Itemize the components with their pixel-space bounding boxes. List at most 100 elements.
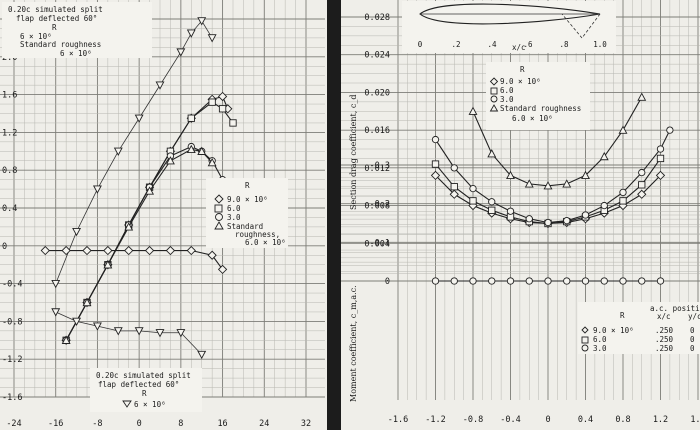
left-data-point bbox=[176, 329, 186, 338]
drag-y-tick-label: 0.028 bbox=[364, 13, 390, 23]
left-series-line bbox=[55, 311, 203, 355]
left-data-point bbox=[134, 114, 144, 123]
moment-data-point bbox=[619, 277, 627, 285]
left-top-note-line-6: 6 × 10⁶ bbox=[60, 49, 92, 58]
drag-data-point bbox=[469, 184, 477, 193]
drag-y-tick-label: 0.016 bbox=[364, 126, 390, 136]
left-legend-item-4: Standard bbox=[227, 222, 263, 231]
left-series-line bbox=[55, 20, 213, 284]
drag-legend-triangle-marker bbox=[489, 104, 499, 112]
left-data-point bbox=[61, 245, 71, 256]
left-data-point bbox=[207, 157, 217, 167]
left-data-point bbox=[51, 308, 61, 317]
drag-data-point bbox=[506, 207, 515, 215]
left-y-tick-label: 0.4 bbox=[2, 204, 17, 214]
legend-square-marker bbox=[214, 204, 223, 213]
drag-data-point bbox=[638, 168, 646, 177]
left-data-point bbox=[92, 322, 102, 331]
drag-data-point bbox=[506, 170, 515, 180]
legend-circle-marker bbox=[215, 213, 223, 221]
drag-data-point bbox=[581, 170, 590, 180]
left-data-point bbox=[217, 91, 228, 102]
right-axis-ticks: -1.6-1.2-0.8-0.400.40.81.21.60.0280.0240… bbox=[364, 13, 700, 425]
left-data-point bbox=[103, 245, 113, 256]
moment-legend-diamond-marker bbox=[581, 326, 589, 334]
airfoil-axis-label: x/c bbox=[512, 43, 526, 52]
legend-triangle-marker bbox=[214, 221, 224, 230]
drag-y-tick-label: 0.024 bbox=[364, 51, 390, 61]
left-legend-item-6: 6.0 × 10⁶ bbox=[245, 238, 286, 247]
left-bottom-note-line-3: R bbox=[142, 389, 147, 398]
airfoil-tick-label: .4 bbox=[487, 40, 497, 49]
left-y-tick-label: -0.4 bbox=[2, 280, 22, 290]
left-data-point bbox=[134, 327, 144, 336]
left-legend-item-5: roughness, bbox=[235, 230, 280, 239]
drag-data-point bbox=[468, 106, 478, 115]
drag-data-point bbox=[656, 145, 665, 153]
moment-legend-row-3-r: 3.0 bbox=[593, 344, 607, 353]
left-bottom-note-line-2: flap deflected 60° bbox=[98, 380, 179, 389]
drag-legend-item-5: 6.0 × 10⁶ bbox=[512, 114, 553, 123]
left-data-point bbox=[144, 245, 155, 256]
left-data-point bbox=[165, 156, 175, 165]
drag-data-point bbox=[618, 125, 628, 134]
moment-y-tick-label: -0.2 bbox=[370, 200, 390, 210]
left-top-note: 0.20c simulated split flap deflected 60°… bbox=[2, 2, 152, 58]
left-legend: R 9.0 × 10⁶ 6.0 3.0 Standard roughness, … bbox=[206, 178, 288, 248]
drag-data-point bbox=[637, 189, 647, 199]
left-data-point bbox=[186, 245, 196, 256]
left-x-tick-label: -16 bbox=[48, 419, 63, 429]
left-data-point bbox=[176, 48, 186, 57]
drag-data-point bbox=[562, 179, 572, 188]
right-x-tick-label: 0.4 bbox=[578, 415, 593, 425]
drag-y-tick-label: 0.008 bbox=[364, 202, 390, 212]
left-y-tick-label: -0.8 bbox=[2, 317, 22, 327]
left-data-point bbox=[207, 34, 217, 43]
drag-legend-item-4: Standard roughness bbox=[500, 104, 581, 113]
drag-data-point bbox=[450, 183, 458, 191]
note-triangle-down-marker bbox=[122, 400, 132, 408]
drag-data-point bbox=[666, 126, 674, 134]
left-data-point bbox=[103, 260, 113, 269]
left-data-point bbox=[61, 335, 71, 344]
left-data-point bbox=[113, 327, 123, 336]
drag-y-tick-label: 0.004 bbox=[364, 239, 390, 249]
drag-data-point bbox=[525, 215, 533, 223]
moment-legend-row-2-r: 6.0 bbox=[593, 335, 607, 344]
left-data-point bbox=[186, 144, 196, 154]
right-x-tick-label: -1.2 bbox=[425, 415, 445, 425]
left-data-point bbox=[72, 317, 82, 327]
airfoil-tick-label: .2 bbox=[451, 40, 460, 49]
moment-data-point bbox=[488, 277, 496, 285]
moment-data-point bbox=[506, 277, 515, 285]
left-data-point bbox=[40, 245, 50, 256]
drag-series-line bbox=[472, 96, 643, 187]
left-data-point bbox=[229, 119, 237, 127]
drag-data-point bbox=[449, 189, 459, 199]
moment-legend-row-1-x: .250 bbox=[655, 326, 674, 335]
left-top-note-line-4: 6 × 10⁶ bbox=[20, 32, 52, 41]
moment-data-point bbox=[638, 277, 646, 285]
left-data-point bbox=[72, 227, 82, 237]
moment-y-tick-label: -0.1 bbox=[370, 238, 390, 248]
left-top-note-line-2: flap deflected 60° bbox=[16, 14, 97, 23]
left-top-note-line-5: Standard roughness bbox=[20, 40, 101, 49]
left-data-point bbox=[124, 245, 134, 256]
drag-data-point bbox=[469, 197, 477, 205]
left-y-tick-label: 1.6 bbox=[2, 91, 17, 101]
moment-legend-row-3-x: .250 bbox=[655, 344, 674, 353]
airfoil-tick-label: .8 bbox=[559, 40, 569, 49]
drag-data-point bbox=[619, 188, 627, 197]
left-bottom-note-line-4: 6 × 10⁶ bbox=[134, 400, 166, 409]
moment-legend-col-x: x/c bbox=[657, 312, 671, 321]
left-data-point bbox=[124, 222, 134, 231]
left-x-tick-label: 8 bbox=[178, 419, 183, 429]
left-legend-item-1: 9.0 × 10⁶ bbox=[227, 195, 268, 204]
left-data-point bbox=[165, 245, 176, 256]
right-x-tick-label: 0.8 bbox=[615, 415, 630, 425]
moment-data-point bbox=[600, 277, 608, 285]
right-x-tick-label: 0 bbox=[545, 415, 550, 425]
left-data-point bbox=[197, 146, 207, 155]
left-x-tick-label: 32 bbox=[301, 419, 311, 429]
